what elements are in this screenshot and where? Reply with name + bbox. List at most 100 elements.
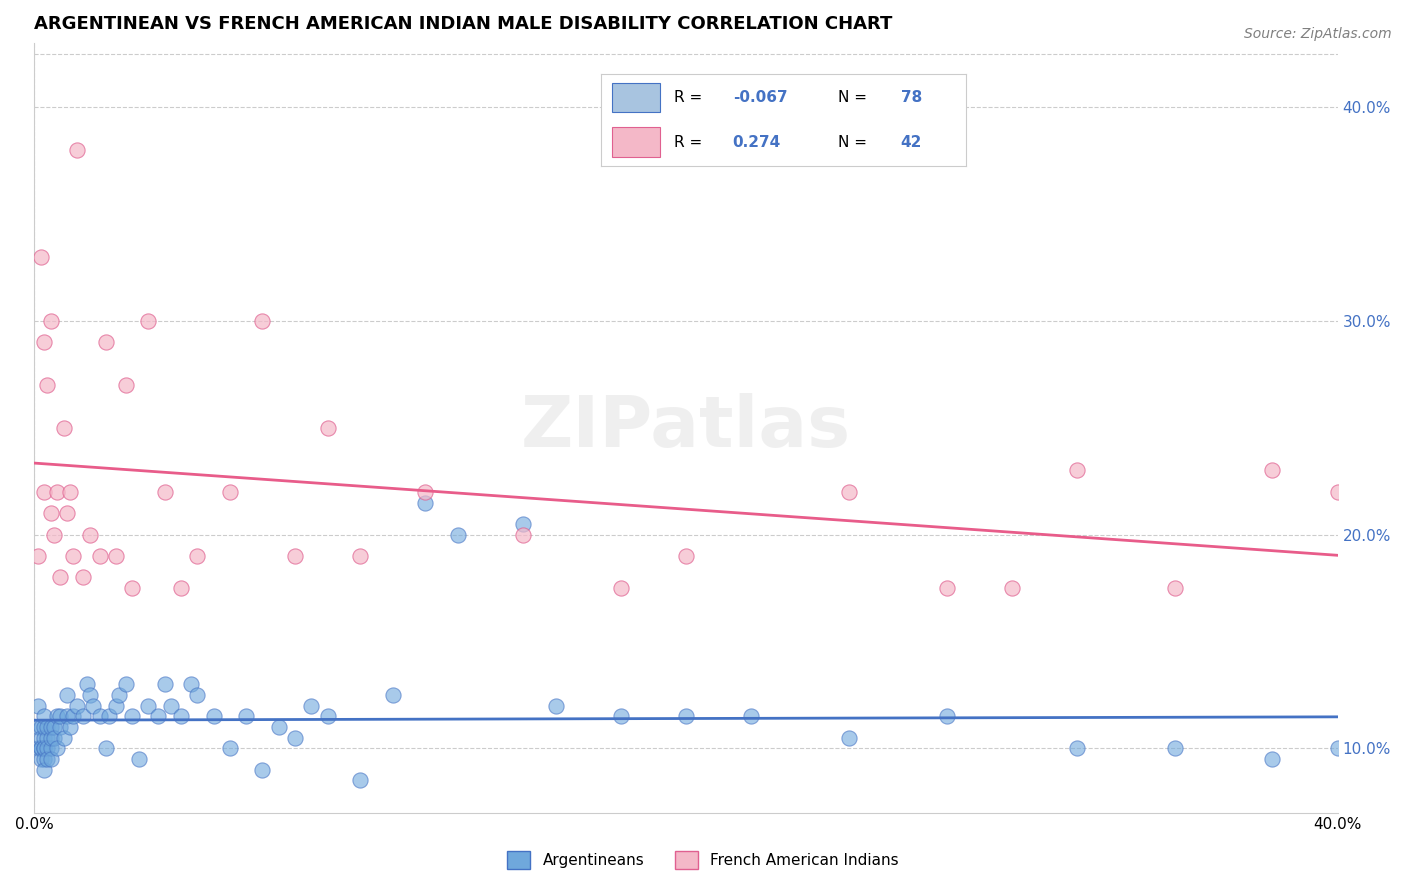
Point [52,731,75,745]
Point [66,143,89,157]
Point [610,709,633,723]
Point [32,709,55,723]
Point [42,731,65,745]
Point [37,752,59,766]
Point [39,731,62,745]
Point [299,698,322,713]
Point [675,549,697,563]
Point [27,741,49,756]
Point [740,709,762,723]
Point [160,698,183,713]
Point [121,709,143,723]
Point [121,581,143,595]
Point [1261,752,1284,766]
Point [37,378,59,392]
Point [32,731,55,745]
Point [138,314,160,328]
Point [72,570,94,584]
Point [114,378,136,392]
Point [39,741,62,756]
Point [27,698,49,713]
Point [170,581,193,595]
Point [512,527,534,541]
Point [46,741,69,756]
Point [37,731,59,745]
Point [39,752,62,766]
Point [114,677,136,691]
Point [104,549,127,563]
Point [349,773,371,788]
Point [675,709,697,723]
Text: Source: ZipAtlas.com: Source: ZipAtlas.com [1244,27,1392,41]
Point [94,335,117,350]
Point [316,420,339,434]
Point [316,709,339,723]
Point [59,720,82,734]
Point [37,741,59,756]
Point [153,677,176,691]
Point [62,549,84,563]
Point [42,720,65,734]
Point [153,484,176,499]
Point [544,698,567,713]
Point [42,527,65,541]
Point [56,688,79,702]
Point [39,720,62,734]
Point [1164,581,1187,595]
Point [32,484,55,499]
Point [1001,581,1024,595]
Point [30,250,52,264]
Point [30,741,52,756]
Point [284,731,307,745]
Point [108,688,131,702]
Point [252,763,274,777]
Point [267,720,290,734]
Point [32,752,55,766]
Point [1066,463,1088,477]
Point [49,570,72,584]
Point [82,698,104,713]
Text: ZIPatlas: ZIPatlas [522,393,851,462]
Point [235,709,257,723]
Point [32,763,55,777]
Point [838,731,860,745]
Point [349,549,371,563]
Point [512,516,534,531]
Point [49,720,72,734]
Point [79,527,101,541]
Point [79,688,101,702]
Point [89,549,111,563]
Point [76,677,98,691]
Point [415,484,437,499]
Point [32,741,55,756]
Point [27,549,49,563]
Point [62,709,84,723]
Point [186,549,208,563]
Point [104,698,127,713]
Point [218,484,240,499]
Point [89,709,111,723]
Point [46,484,69,499]
Point [1066,741,1088,756]
Point [30,752,52,766]
Point [72,709,94,723]
Point [935,581,957,595]
Point [32,335,55,350]
Point [1164,741,1187,756]
Text: ARGENTINEAN VS FRENCH AMERICAN INDIAN MALE DISABILITY CORRELATION CHART: ARGENTINEAN VS FRENCH AMERICAN INDIAN MA… [34,15,893,33]
Point [56,506,79,520]
Point [32,720,55,734]
Point [186,688,208,702]
Point [284,549,307,563]
Point [98,709,121,723]
Point [610,581,633,595]
Point [30,741,52,756]
Point [30,720,52,734]
Point [381,688,404,702]
Point [56,709,79,723]
Point [94,741,117,756]
Point [39,314,62,328]
Point [170,709,193,723]
Point [1261,463,1284,477]
Point [59,484,82,499]
